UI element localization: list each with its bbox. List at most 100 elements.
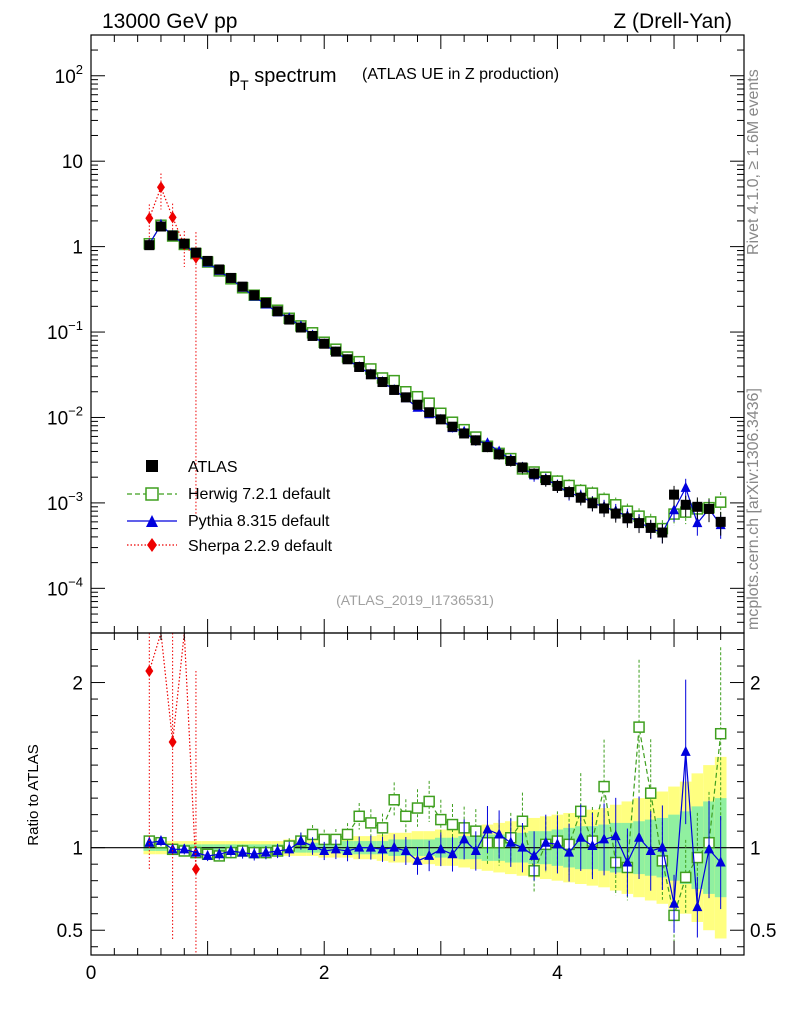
- point-atlas: [657, 527, 668, 538]
- x-tick-label: 4: [552, 963, 563, 984]
- point-atlas: [552, 480, 563, 491]
- legend-pythia: Pythia 8.315 default: [127, 513, 330, 530]
- x-tick-label: 0: [86, 963, 97, 984]
- ratio-point-herwig: [679, 871, 692, 884]
- ratio-point-pythia: [634, 831, 645, 842]
- point-atlas: [634, 518, 645, 529]
- point-atlas: [692, 501, 703, 512]
- x-tick-label: 2: [319, 963, 330, 984]
- y-tick-label: 1: [72, 238, 83, 259]
- legend-atlas: ATLAS: [146, 459, 238, 476]
- ratio-point-herwig: [633, 721, 645, 733]
- ratio-y-axis: 0.5 0.5 1 1 2 2: [57, 649, 776, 948]
- legend-atlas-label: ATLAS: [188, 459, 238, 476]
- point-atlas: [330, 346, 341, 357]
- point-atlas: [424, 407, 435, 418]
- y-tick-exponent: −3: [68, 489, 83, 504]
- point-atlas: [704, 503, 715, 514]
- legend-sherpa-marker: [147, 538, 157, 552]
- ratio-point-pythia: [354, 841, 365, 852]
- point-atlas: [459, 428, 470, 439]
- ratio-point-pythia: [190, 846, 201, 857]
- title-p: p: [229, 65, 240, 87]
- legend-pythia-marker: [146, 515, 158, 527]
- point-atlas: [482, 442, 493, 453]
- ratio-point-pythia: [202, 849, 213, 860]
- ratio-point-herwig: [376, 822, 389, 834]
- point-atlas: [354, 361, 365, 372]
- ratio-point-pythia: [470, 844, 481, 855]
- ratio-y-tick-label-right: 2: [750, 674, 761, 695]
- point-atlas: [190, 247, 201, 258]
- point-herwig: [714, 496, 727, 508]
- ratio-point-herwig: [691, 851, 704, 864]
- y-tick-label: 10: [62, 152, 83, 173]
- ratio-point-pythia: [482, 823, 493, 834]
- ratio-point-pythia: [389, 841, 400, 852]
- ratio-point-pythia: [377, 843, 388, 854]
- point-atlas: [225, 272, 236, 283]
- ratio-point-sherpa: [168, 735, 177, 748]
- ratio-point-pythia: [155, 835, 166, 846]
- ratio-point-pythia: [237, 846, 248, 857]
- point-atlas: [214, 264, 225, 275]
- ratio-point-pythia: [319, 844, 330, 855]
- y-tick-exponent: −4: [68, 574, 83, 589]
- point-atlas: [319, 338, 330, 349]
- ratio-point-pythia: [447, 848, 458, 859]
- ratio-y-tick-label-right: 0.5: [750, 921, 776, 942]
- legend: ATLAS Herwig 7.2.1 default Pythia 8.315 …: [127, 459, 333, 555]
- point-atlas: [587, 498, 598, 509]
- point-atlas: [610, 508, 621, 519]
- legend-sherpa-label: Sherpa 2.2.9 default: [188, 538, 333, 555]
- point-atlas: [377, 377, 388, 388]
- point-atlas: [505, 455, 516, 466]
- line-sherpa: [148, 185, 197, 259]
- ratio-point-pythia: [459, 833, 470, 844]
- point-atlas: [272, 306, 283, 317]
- ratio-point-pythia: [307, 840, 318, 851]
- point-atlas: [144, 240, 155, 251]
- ratio-point-pythia: [167, 843, 178, 854]
- y-tick-label: 10−4: [47, 574, 83, 600]
- ratio-point-pythia: [657, 841, 668, 852]
- ratio-point-pythia: [179, 843, 190, 854]
- rivet-label: Rivet 4.1.0, ≥ 1.6M events: [745, 69, 762, 255]
- point-pythia: [680, 481, 691, 492]
- ratio-point-herwig: [598, 780, 610, 793]
- point-atlas: [435, 414, 446, 425]
- ratio-point-herwig: [341, 828, 354, 841]
- point-atlas: [389, 384, 400, 395]
- ratio-point-herwig: [423, 795, 435, 808]
- ratio-point-pythia: [529, 849, 540, 860]
- point-atlas: [575, 492, 586, 503]
- point-atlas: [564, 487, 575, 498]
- y-tick-exponent: −1: [68, 318, 83, 333]
- x-axis: 0 2 4: [86, 35, 745, 984]
- legend-atlas-marker: [146, 460, 158, 472]
- y-tick-exponent: −2: [68, 403, 83, 418]
- ratio-point-pythia: [564, 846, 575, 857]
- y-tick-label: 102: [55, 62, 83, 88]
- point-atlas: [517, 462, 528, 473]
- point-atlas: [529, 468, 540, 479]
- ratio-marks: [143, 632, 727, 955]
- point-atlas: [167, 230, 178, 241]
- point-atlas: [470, 435, 481, 446]
- ratio-point-pythia: [610, 830, 621, 841]
- ratio-point-herwig: [365, 817, 377, 829]
- header-process: Z (Drell-Yan): [613, 10, 732, 33]
- y-tick-base: 10: [55, 67, 76, 88]
- ratio-point-sherpa: [145, 664, 154, 677]
- mcplots-label: mcplots.cern.ch [arXiv:1306.3436]: [745, 388, 762, 630]
- y-tick-base: 10: [47, 323, 68, 344]
- ratio-point-pythia: [225, 844, 236, 855]
- legend-herwig-marker: [145, 487, 159, 501]
- point-atlas: [284, 314, 295, 325]
- ratio-point-pythia: [214, 848, 225, 859]
- point-pythia: [669, 504, 680, 515]
- point-atlas: [540, 475, 551, 486]
